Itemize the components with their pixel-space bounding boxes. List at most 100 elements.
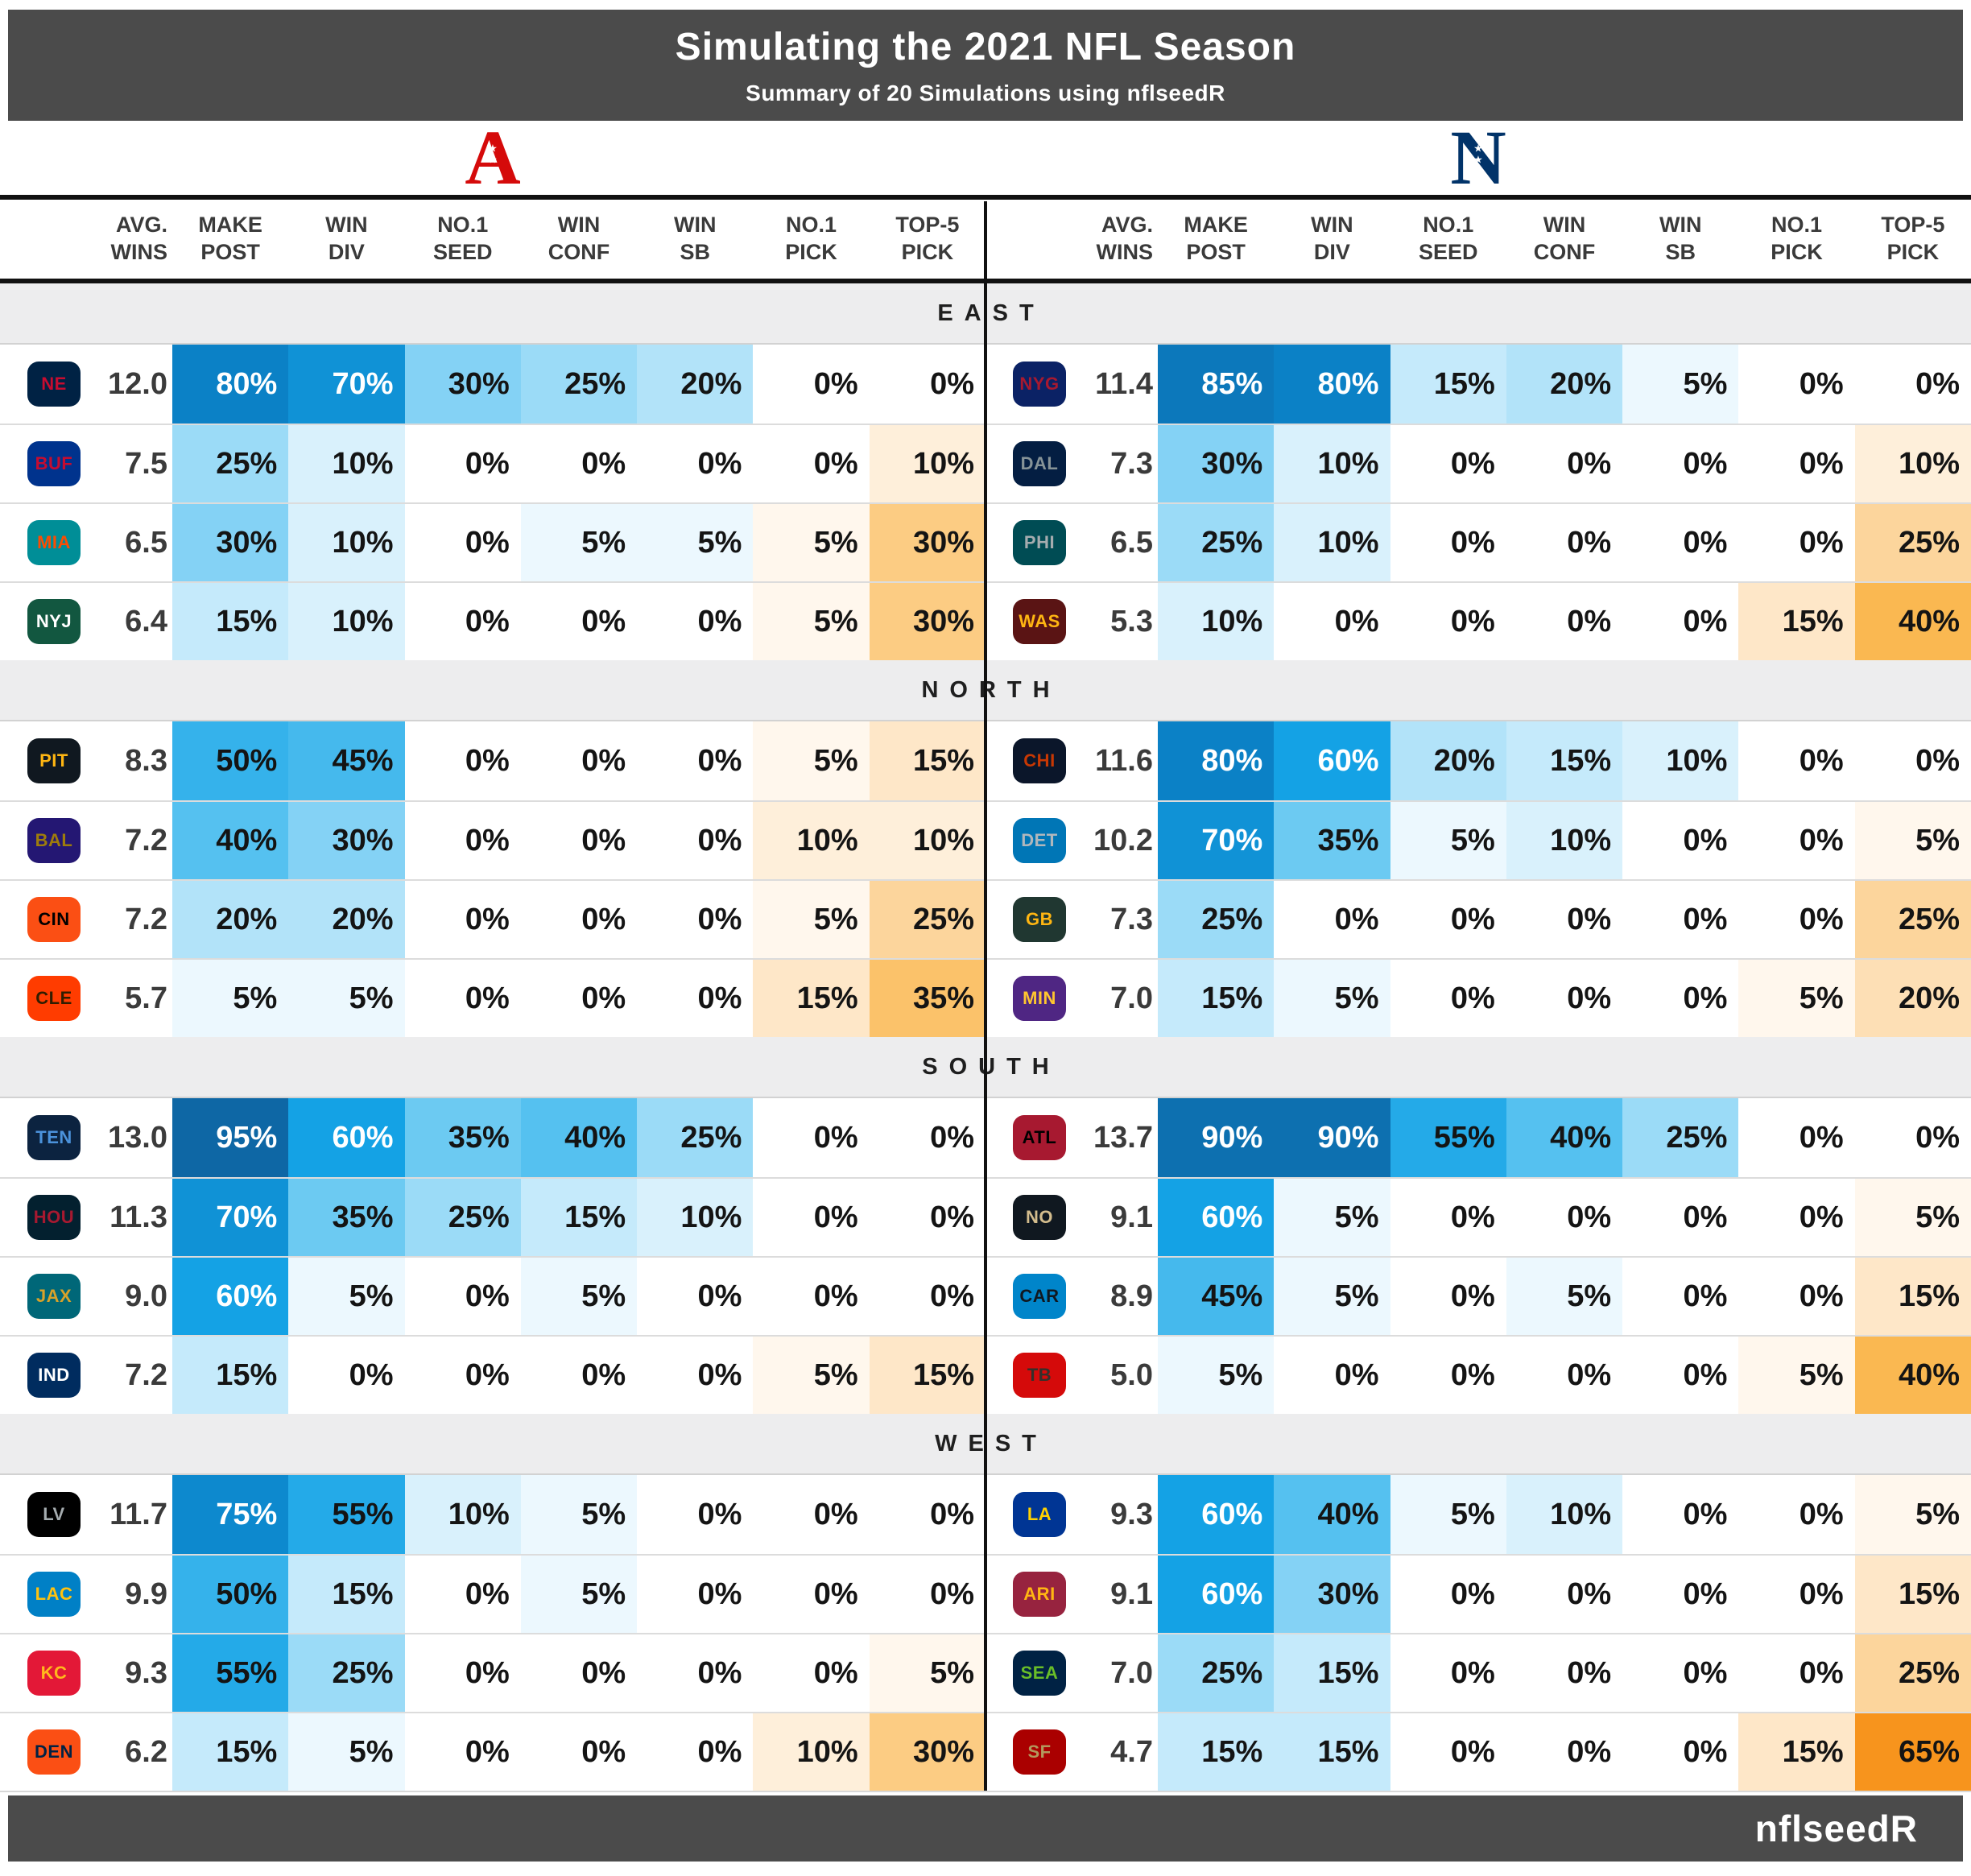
team-entry-la: LA 9.3 60% 40% 5% 10% 0% 0% 5% — [986, 1475, 1971, 1554]
stat-cell-no1-seed: 0% — [404, 960, 521, 1037]
stat-cell-no1-seed: 5% — [1390, 802, 1506, 879]
brand-wordmark: nflseedR — [1754, 1808, 1918, 1849]
stat-cell-top5-pick: 30% — [869, 1713, 986, 1791]
avg-wins-value: 11.6 — [1095, 743, 1153, 778]
stat-cell-make-post: 80% — [172, 345, 289, 424]
avg-wins-value: 5.3 — [1110, 604, 1153, 638]
stat-cell-top5-pick: 0% — [869, 345, 986, 424]
avg-wins-value: 12.0 — [108, 366, 167, 401]
team-row: TEN 13.0 95% 60% 35% 40% 25% 0% 0% ATL 13.7 90% 90% 5… — [0, 1098, 1971, 1177]
stat-cell-win-div: 80% — [1274, 345, 1390, 424]
nfc-column-headers: AVG. WINS MAKE POST WIN DIV NO.1 SEED WIN CONF WIN… — [986, 200, 1971, 279]
stat-cell-top5-pick: 65% — [1854, 1713, 1971, 1791]
team-logo-cell: KC — [0, 1634, 108, 1712]
stat-cell-no1-seed: 0% — [1390, 1179, 1506, 1256]
team-entry-car: CAR 8.9 45% 5% 0% 5% 0% 0% 15% — [986, 1258, 1971, 1335]
stat-cell-no1-pick: 10% — [753, 1713, 870, 1791]
stat-cell-win-sb: 10% — [1622, 721, 1739, 800]
team-logo-was: WAS — [1013, 599, 1066, 644]
stat-cell-win-div: 45% — [288, 721, 405, 800]
stat-cell-no1-seed: 0% — [404, 1337, 521, 1414]
team-logo-gb: GB — [1013, 897, 1066, 942]
team-entry-sea: SEA 7.0 25% 15% 0% 0% 0% 0% 25% — [986, 1634, 1971, 1712]
nfc-logo: N ★ ★ ★ — [1450, 118, 1506, 196]
stat-cell-no1-pick: 0% — [1738, 1634, 1855, 1712]
stat-cell-make-post: 25% — [1158, 1634, 1275, 1712]
avg-wins-value: 7.2 — [125, 1357, 167, 1392]
team-logo-lv: LV — [27, 1492, 81, 1537]
stat-cell-win-div: 5% — [288, 1713, 405, 1791]
stat-cell-win-sb: 0% — [637, 1475, 754, 1554]
team-logo-ten: TEN — [27, 1115, 81, 1160]
team-entry-buf: BUF 7.5 25% 10% 0% 0% 0% 0% 10% — [0, 425, 986, 502]
avg-wins-value: 7.3 — [1110, 902, 1153, 936]
stat-cell-no1-pick: 5% — [753, 583, 870, 660]
stat-cell-no1-seed: 0% — [1390, 583, 1506, 660]
stat-cell-top5-pick: 20% — [1854, 960, 1971, 1037]
team-logo-cell: WAS — [986, 583, 1093, 660]
team-entry-nyg: NYG 11.4 85% 80% 15% 20% 5% 0% 0% — [986, 345, 1971, 424]
stat-cell-make-post: 5% — [1158, 1337, 1275, 1414]
stat-cell-no1-pick: 5% — [1738, 1337, 1855, 1414]
stat-cell-no1-pick: 5% — [753, 881, 870, 958]
stat-cell-no1-seed: 0% — [404, 504, 521, 581]
team-logo-cell: ATL — [986, 1098, 1093, 1177]
avg-wins-value: 7.0 — [1110, 981, 1153, 1015]
column-header-win-sb: WIN SB — [1622, 200, 1738, 279]
stat-cell-make-post: 20% — [172, 881, 289, 958]
stat-cell-no1-pick: 0% — [1738, 1475, 1855, 1554]
team-logo-bal: BAL — [27, 818, 81, 863]
avg-wins-value: 9.1 — [1110, 1576, 1153, 1611]
team-logo-cell: SEA — [986, 1634, 1093, 1712]
stat-cell-top5-pick: 5% — [1854, 802, 1971, 879]
column-header-avg-wins: AVG. WINS — [1093, 200, 1158, 279]
avg-wins-value: 7.0 — [1110, 1655, 1153, 1690]
stat-cell-win-sb: 0% — [637, 881, 754, 958]
stat-cell-top5-pick: 10% — [869, 802, 986, 879]
stat-cell-top5-pick: 0% — [869, 1179, 986, 1256]
column-header-line1: WIN — [1311, 213, 1353, 238]
stat-cell-top5-pick: 0% — [1854, 1098, 1971, 1177]
column-header-line2: POST — [200, 240, 260, 264]
avg-wins-value: 9.3 — [1110, 1497, 1153, 1531]
team-logo-hou: HOU — [27, 1195, 81, 1240]
stat-cell-win-div: 60% — [288, 1098, 405, 1177]
logo-column-header-spacer — [0, 200, 108, 279]
stat-cell-win-sb: 0% — [1622, 1337, 1739, 1414]
team-logo-min: MIN — [1013, 976, 1066, 1021]
avg-wins-value: 6.2 — [125, 1734, 167, 1769]
stat-cell-win-sb: 0% — [1622, 1258, 1739, 1335]
team-entry-atl: ATL 13.7 90% 90% 55% 40% 25% 0% 0% — [986, 1098, 1971, 1177]
stat-cell-win-sb: 0% — [637, 1556, 754, 1633]
team-logo-jax: JAX — [27, 1274, 81, 1319]
stat-cell-no1-pick: 0% — [753, 1258, 870, 1335]
stat-cell-no1-seed: 0% — [404, 1713, 521, 1791]
stat-cell-no1-pick: 5% — [753, 1337, 870, 1414]
avg-wins-value: 7.3 — [1110, 446, 1153, 481]
stat-cell-win-sb: 0% — [637, 960, 754, 1037]
column-header-avg-wins: AVG. WINS — [108, 200, 172, 279]
stat-cell-no1-pick: 5% — [753, 721, 870, 800]
stat-cell-win-conf: 5% — [520, 1556, 638, 1633]
avg-wins-value: 6.4 — [125, 604, 167, 638]
stat-cell-no1-pick: 0% — [753, 1098, 870, 1177]
team-logo-ne: NE — [27, 362, 81, 407]
team-entry-cle: CLE 5.7 5% 5% 0% 0% 0% 15% 35% — [0, 960, 986, 1037]
stat-cell-win-conf: 0% — [520, 425, 638, 502]
stat-cell-win-sb: 0% — [1622, 1713, 1739, 1791]
stat-cell-win-sb: 0% — [1622, 1179, 1739, 1256]
team-logo-cell: CLE — [0, 960, 108, 1037]
stat-cell-make-post: 25% — [1158, 881, 1275, 958]
column-header-line1: WIN — [325, 213, 368, 238]
stat-cell-win-div: 15% — [1274, 1634, 1390, 1712]
stat-cell-win-div: 5% — [1274, 1179, 1390, 1256]
team-logo-cell: SF — [986, 1713, 1093, 1791]
conference-logo-row: A ★ ★ ★ N ★ ★ ★ — [0, 118, 1971, 196]
column-header-row: AVG. WINS MAKE POST WIN DIV NO.1 SEED WIN CONF WIN… — [0, 200, 1971, 279]
team-logo-cell: CIN — [0, 881, 108, 958]
stat-cell-win-sb: 0% — [637, 1258, 754, 1335]
stat-cell-top5-pick: 40% — [1854, 1337, 1971, 1414]
stat-cell-make-post: 60% — [1158, 1475, 1275, 1554]
stat-cell-win-div: 60% — [1274, 721, 1390, 800]
